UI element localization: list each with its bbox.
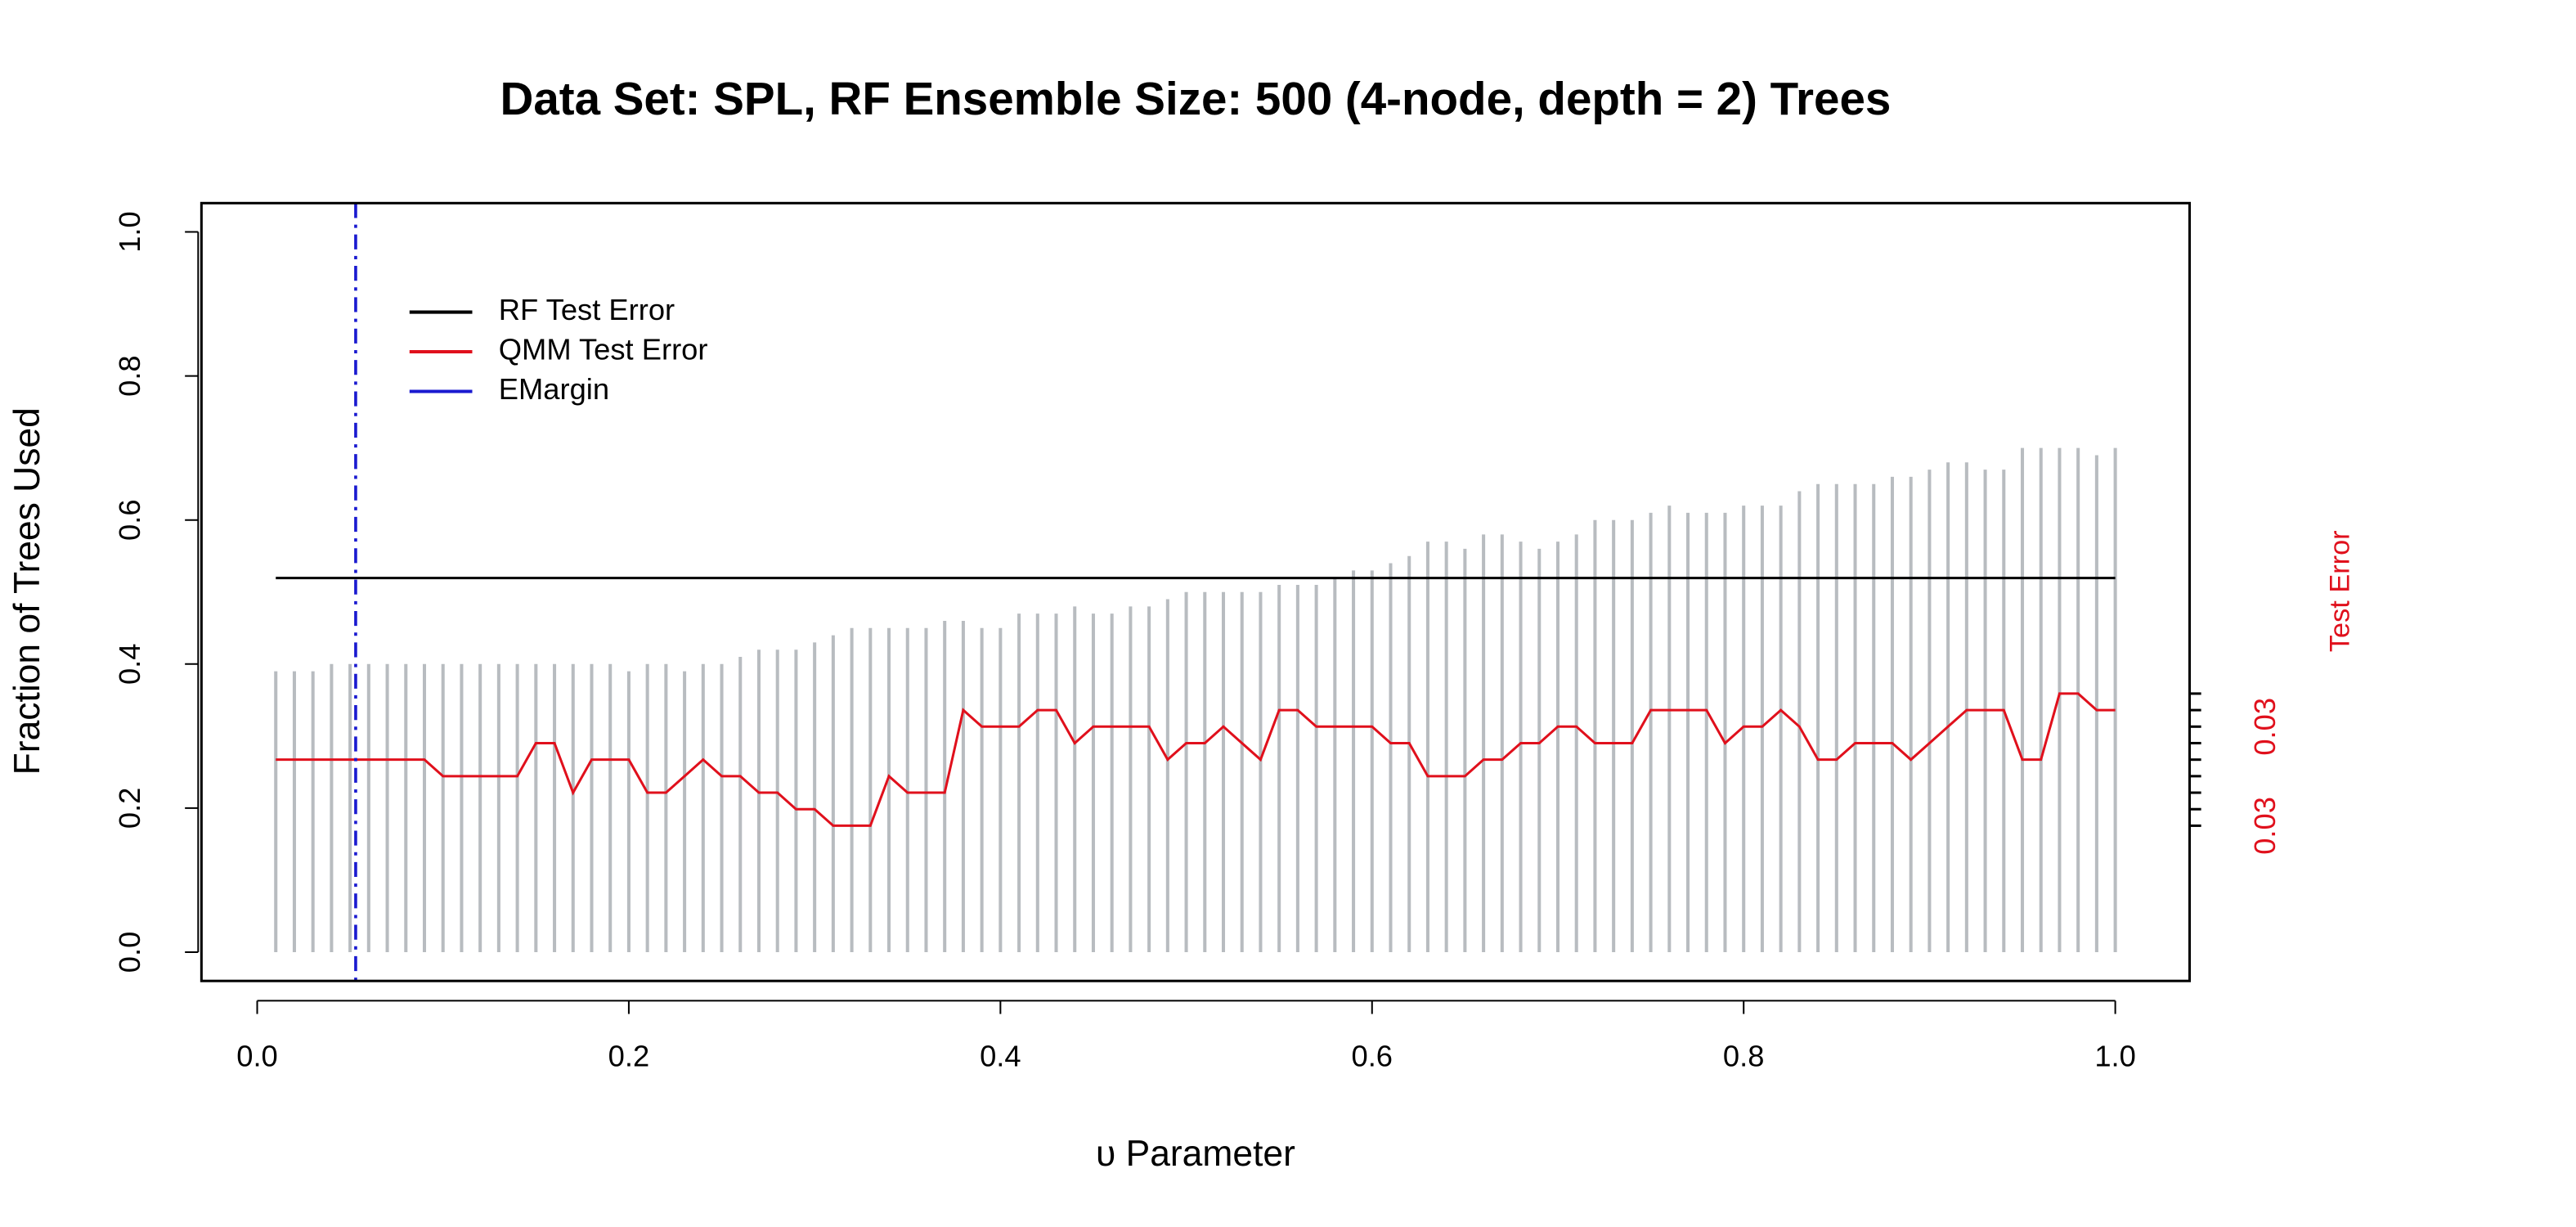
y-tick-label: 0.4	[113, 644, 146, 685]
legend-label: EMargin	[499, 372, 609, 406]
x-tick-label: 0.6	[1352, 1040, 1393, 1073]
y2-tick-label: 0.03	[2248, 698, 2282, 756]
y-tick-label: 0.0	[113, 932, 146, 973]
x-tick-label: 0.0	[236, 1040, 278, 1073]
y-axis-label: Fraction of Trees Used	[7, 407, 47, 775]
y2-tick-label: 0.03	[2248, 797, 2282, 855]
y2-axis-label: Test Error	[2324, 530, 2355, 652]
legend-label: QMM Test Error	[499, 333, 708, 366]
y-tick-label: 0.2	[113, 788, 146, 829]
x-tick-label: 0.4	[980, 1040, 1021, 1073]
x-axis-label: υ Parameter	[1096, 1134, 1295, 1174]
y-tick-label: 0.6	[113, 499, 146, 541]
chart-title: Data Set: SPL, RF Ensemble Size: 500 (4-…	[500, 73, 1892, 124]
line-series	[276, 692, 2116, 827]
legend-label: RF Test Error	[499, 293, 675, 326]
x-tick-label: 0.8	[1723, 1040, 1765, 1073]
x-tick-label: 0.2	[608, 1040, 650, 1073]
y-tick-label: 1.0	[113, 211, 146, 253]
x-tick-label: 1.0	[2094, 1040, 2136, 1073]
plot-frame	[200, 201, 2192, 982]
y-tick-label: 0.8	[113, 355, 146, 397]
